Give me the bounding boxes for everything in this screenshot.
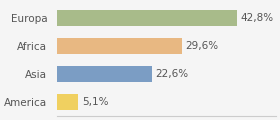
Bar (57, 10, 237, 27)
Text: 22,6%: 22,6% (155, 69, 189, 79)
Text: 29,6%: 29,6% (185, 41, 218, 51)
Text: 42,8%: 42,8% (241, 13, 274, 23)
Text: 5,1%: 5,1% (82, 97, 108, 107)
Bar (57, 93, 78, 110)
Bar (57, 66, 152, 82)
Bar (57, 38, 181, 54)
